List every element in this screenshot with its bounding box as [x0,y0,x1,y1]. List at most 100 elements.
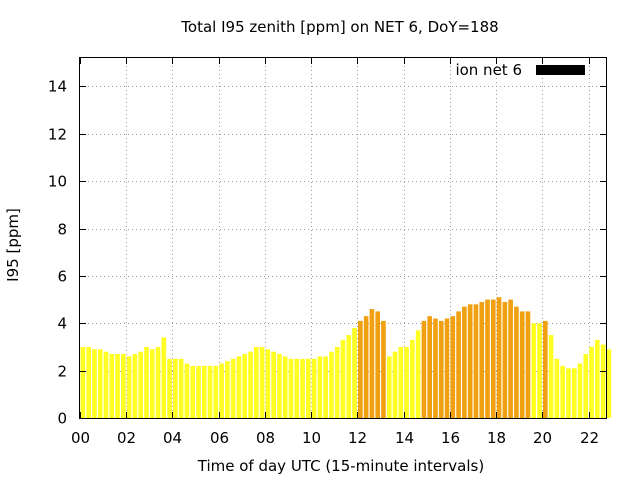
bar [178,358,184,418]
bar [381,320,386,418]
legend-swatch [536,65,585,75]
bar [201,365,207,418]
bar [346,335,352,418]
x-tick-label: 18 [487,429,506,447]
bar [242,354,248,418]
bar [502,301,508,418]
bar [415,330,421,418]
bar [375,311,380,418]
bar [485,299,490,418]
bar [121,354,126,418]
bar [282,356,288,418]
y-tick-label: 8 [57,221,67,239]
bar [311,358,317,418]
bar [161,337,167,418]
bar [369,309,375,418]
bar [149,349,155,418]
bar [329,351,334,418]
bar [525,311,531,418]
y-tick-label: 4 [57,315,67,333]
bar [132,354,138,418]
bar [577,363,583,418]
bar [496,297,502,418]
bar [589,346,594,418]
bar [248,351,253,418]
bar [306,358,311,418]
bar [138,351,143,418]
bar [398,346,404,418]
bar [259,346,265,418]
x-tick-label: 04 [163,429,182,447]
bar [358,320,363,418]
bar [433,318,438,418]
bar [606,349,612,418]
x-tick-label: 02 [117,429,136,447]
bar [115,354,120,418]
y-tick-label: 12 [48,126,67,144]
bar [571,368,577,418]
bar [323,356,328,418]
bar [490,299,496,418]
bar [340,339,346,418]
grid [80,58,606,418]
bar [126,356,132,418]
bar [456,311,461,418]
bar [236,356,242,418]
bar [288,358,294,418]
bar [392,351,398,418]
bar [184,363,190,418]
legend-label: ion net 6 [455,61,522,79]
bar [271,351,276,418]
bar [97,349,103,418]
bar [583,354,589,418]
bar [543,320,548,418]
plot-frame [79,57,607,419]
x-tick-label: 20 [533,429,552,447]
bar [190,365,196,418]
bar [467,304,473,418]
bars [80,297,612,418]
y-axis-label: I95 [ppm] [4,208,22,282]
x-tick-label: 16 [441,429,460,447]
bar [219,363,224,418]
bar [600,344,606,418]
bar [155,346,161,418]
legend: ion net 6 [455,61,585,79]
x-tick-label: 08 [256,429,275,447]
bar [86,346,91,418]
bar [386,356,392,418]
bar [560,365,565,418]
bar [80,346,86,418]
bar [427,316,433,418]
bar [410,339,415,418]
bar [438,320,444,418]
y-tick-label: 14 [48,78,67,96]
bar [404,346,409,418]
bar [595,339,600,418]
y-tick-label: 2 [57,363,67,381]
bar [554,358,560,418]
x-tick-label: 14 [395,429,414,447]
bar [421,320,427,418]
bar [514,306,519,418]
bar [519,311,525,418]
x-tick-label: 12 [348,429,367,447]
bar [537,323,542,418]
y-tick-label: 6 [57,268,67,286]
chart-title: Total I95 zenith [ppm] on NET 6, DoY=188 [180,18,498,36]
bar [473,304,479,418]
bar [444,318,450,418]
bar [173,358,178,418]
bar [508,299,513,418]
y-tick-label: 0 [57,410,67,428]
bar [207,365,213,418]
bar [317,356,323,418]
bar [479,301,485,418]
x-tick-label: 06 [210,429,229,447]
bar [548,335,554,418]
bar [277,354,282,418]
bar [103,351,109,418]
bar [230,358,236,418]
bar [300,358,305,418]
